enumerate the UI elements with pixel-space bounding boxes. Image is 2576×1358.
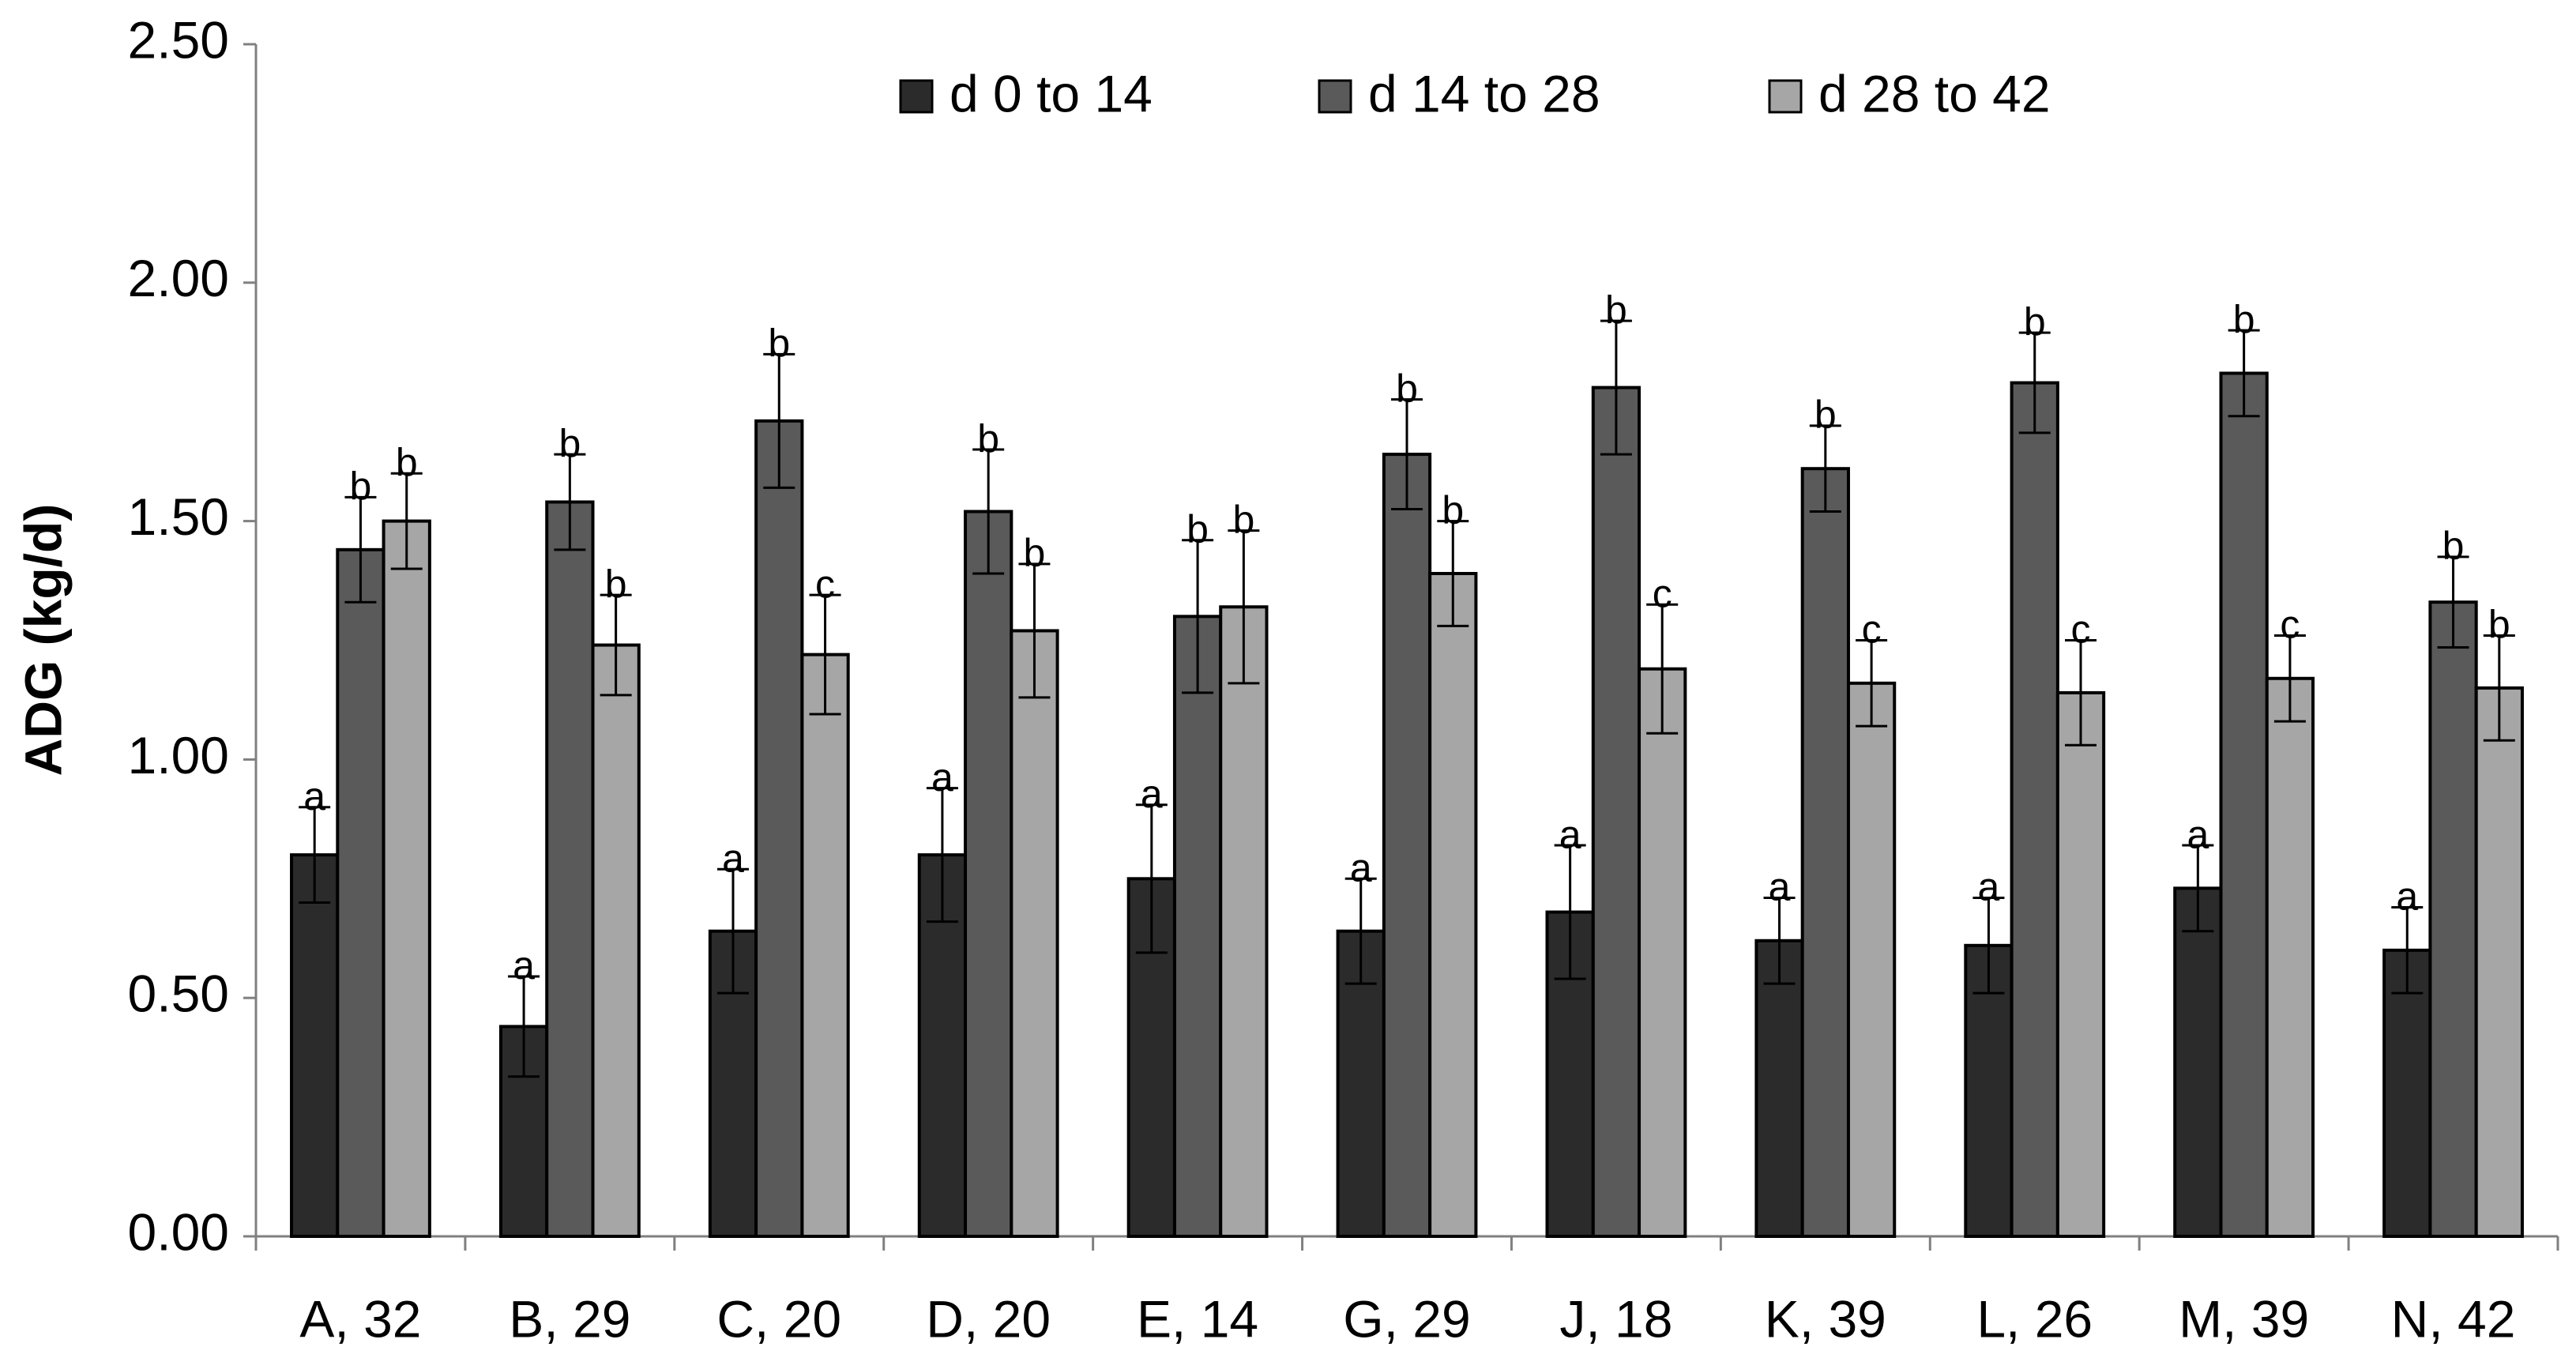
significance-letter: b xyxy=(1605,288,1627,332)
significance-letter: b xyxy=(2442,524,2465,568)
bar xyxy=(2265,676,2315,1238)
significance-letter: b xyxy=(1396,367,1418,411)
significance-letter: a xyxy=(1559,812,1581,856)
y-tick-label: 2.50 xyxy=(128,10,229,69)
bar xyxy=(2428,600,2478,1238)
bar xyxy=(1219,605,1269,1238)
significance-letter: b xyxy=(1814,393,1837,437)
significance-letter: b xyxy=(605,562,627,606)
x-tick-label: J, 18 xyxy=(1559,1289,1672,1348)
x-tick-label: L, 26 xyxy=(1976,1289,2093,1348)
legend-swatch xyxy=(1318,79,1352,114)
bar xyxy=(964,510,1013,1238)
significance-letter: a xyxy=(2396,875,2418,919)
y-tick-label: 1.00 xyxy=(128,726,229,784)
bar xyxy=(1591,386,1641,1238)
bar xyxy=(545,500,595,1238)
y-axis-title: ADG (kg/d) xyxy=(13,504,72,777)
bar xyxy=(1382,453,1432,1238)
significance-letter: b xyxy=(1442,488,1464,532)
significance-letter: a xyxy=(1141,772,1163,816)
x-tick-label: C, 20 xyxy=(716,1289,841,1348)
significance-letter: a xyxy=(722,836,744,880)
x-tick-label: A, 32 xyxy=(299,1289,421,1348)
y-tick-label: 0.50 xyxy=(128,965,229,1023)
significance-letter: a xyxy=(303,774,325,818)
significance-letter: b xyxy=(2024,299,2046,344)
bar xyxy=(1010,629,1059,1238)
bar xyxy=(591,643,641,1238)
bar xyxy=(1638,667,1687,1238)
bar xyxy=(754,419,804,1238)
bar xyxy=(2219,371,2269,1238)
x-tick-label: M, 39 xyxy=(2179,1289,2309,1348)
bar xyxy=(2055,690,2106,1238)
significance-letter: c xyxy=(1862,608,1882,652)
significance-letter: a xyxy=(1350,846,1372,890)
bar xyxy=(1846,681,1897,1238)
bar xyxy=(1754,939,1804,1238)
bar xyxy=(2474,686,2524,1238)
x-tick-label: B, 29 xyxy=(509,1289,630,1348)
x-tick-label: E, 14 xyxy=(1137,1289,1258,1348)
bar xyxy=(1545,910,1595,1238)
significance-letter: c xyxy=(1653,571,1672,615)
x-tick-label: D, 20 xyxy=(926,1289,1051,1348)
legend-label: d 0 to 14 xyxy=(950,64,1153,122)
y-tick-label: 2.00 xyxy=(128,249,229,307)
legend-swatch xyxy=(899,79,934,114)
bar xyxy=(336,547,385,1238)
bar xyxy=(1800,467,1850,1238)
significance-letter: b xyxy=(768,322,790,366)
bar xyxy=(1172,615,1223,1238)
legend-swatch xyxy=(1768,79,1803,114)
x-tick-label: K, 39 xyxy=(1765,1289,1886,1348)
bar xyxy=(382,519,431,1238)
significance-letter: c xyxy=(2280,603,2300,647)
bar xyxy=(1428,571,1478,1238)
x-tick-label: N, 42 xyxy=(2391,1289,2516,1348)
y-tick-label: 0.00 xyxy=(128,1202,229,1261)
significance-letter: a xyxy=(1769,865,1791,909)
significance-letter: b xyxy=(1024,531,1046,575)
significance-letter: c xyxy=(815,562,835,606)
legend-label: d 28 to 42 xyxy=(1818,64,2051,122)
significance-letter: b xyxy=(2233,297,2255,341)
x-tick-label: G, 29 xyxy=(1343,1289,1470,1348)
legend-label: d 14 to 28 xyxy=(1368,64,1600,122)
significance-letter: a xyxy=(931,755,953,799)
significance-letter: a xyxy=(1978,865,2000,909)
bar xyxy=(290,853,340,1238)
bar xyxy=(2173,886,2223,1238)
significance-letter: b xyxy=(977,416,999,461)
significance-letter: b xyxy=(350,465,372,509)
significance-letter: b xyxy=(1186,507,1209,551)
significance-letter: a xyxy=(2187,812,2209,856)
bar xyxy=(2010,381,2059,1238)
y-tick-label: 1.50 xyxy=(128,487,229,546)
significance-letter: b xyxy=(558,421,581,465)
significance-letter: b xyxy=(2488,603,2510,647)
significance-letter: b xyxy=(396,440,418,484)
bar xyxy=(800,653,850,1238)
significance-letter: b xyxy=(1232,498,1254,542)
significance-letter: a xyxy=(513,943,535,987)
significance-letter: c xyxy=(2071,608,2091,652)
